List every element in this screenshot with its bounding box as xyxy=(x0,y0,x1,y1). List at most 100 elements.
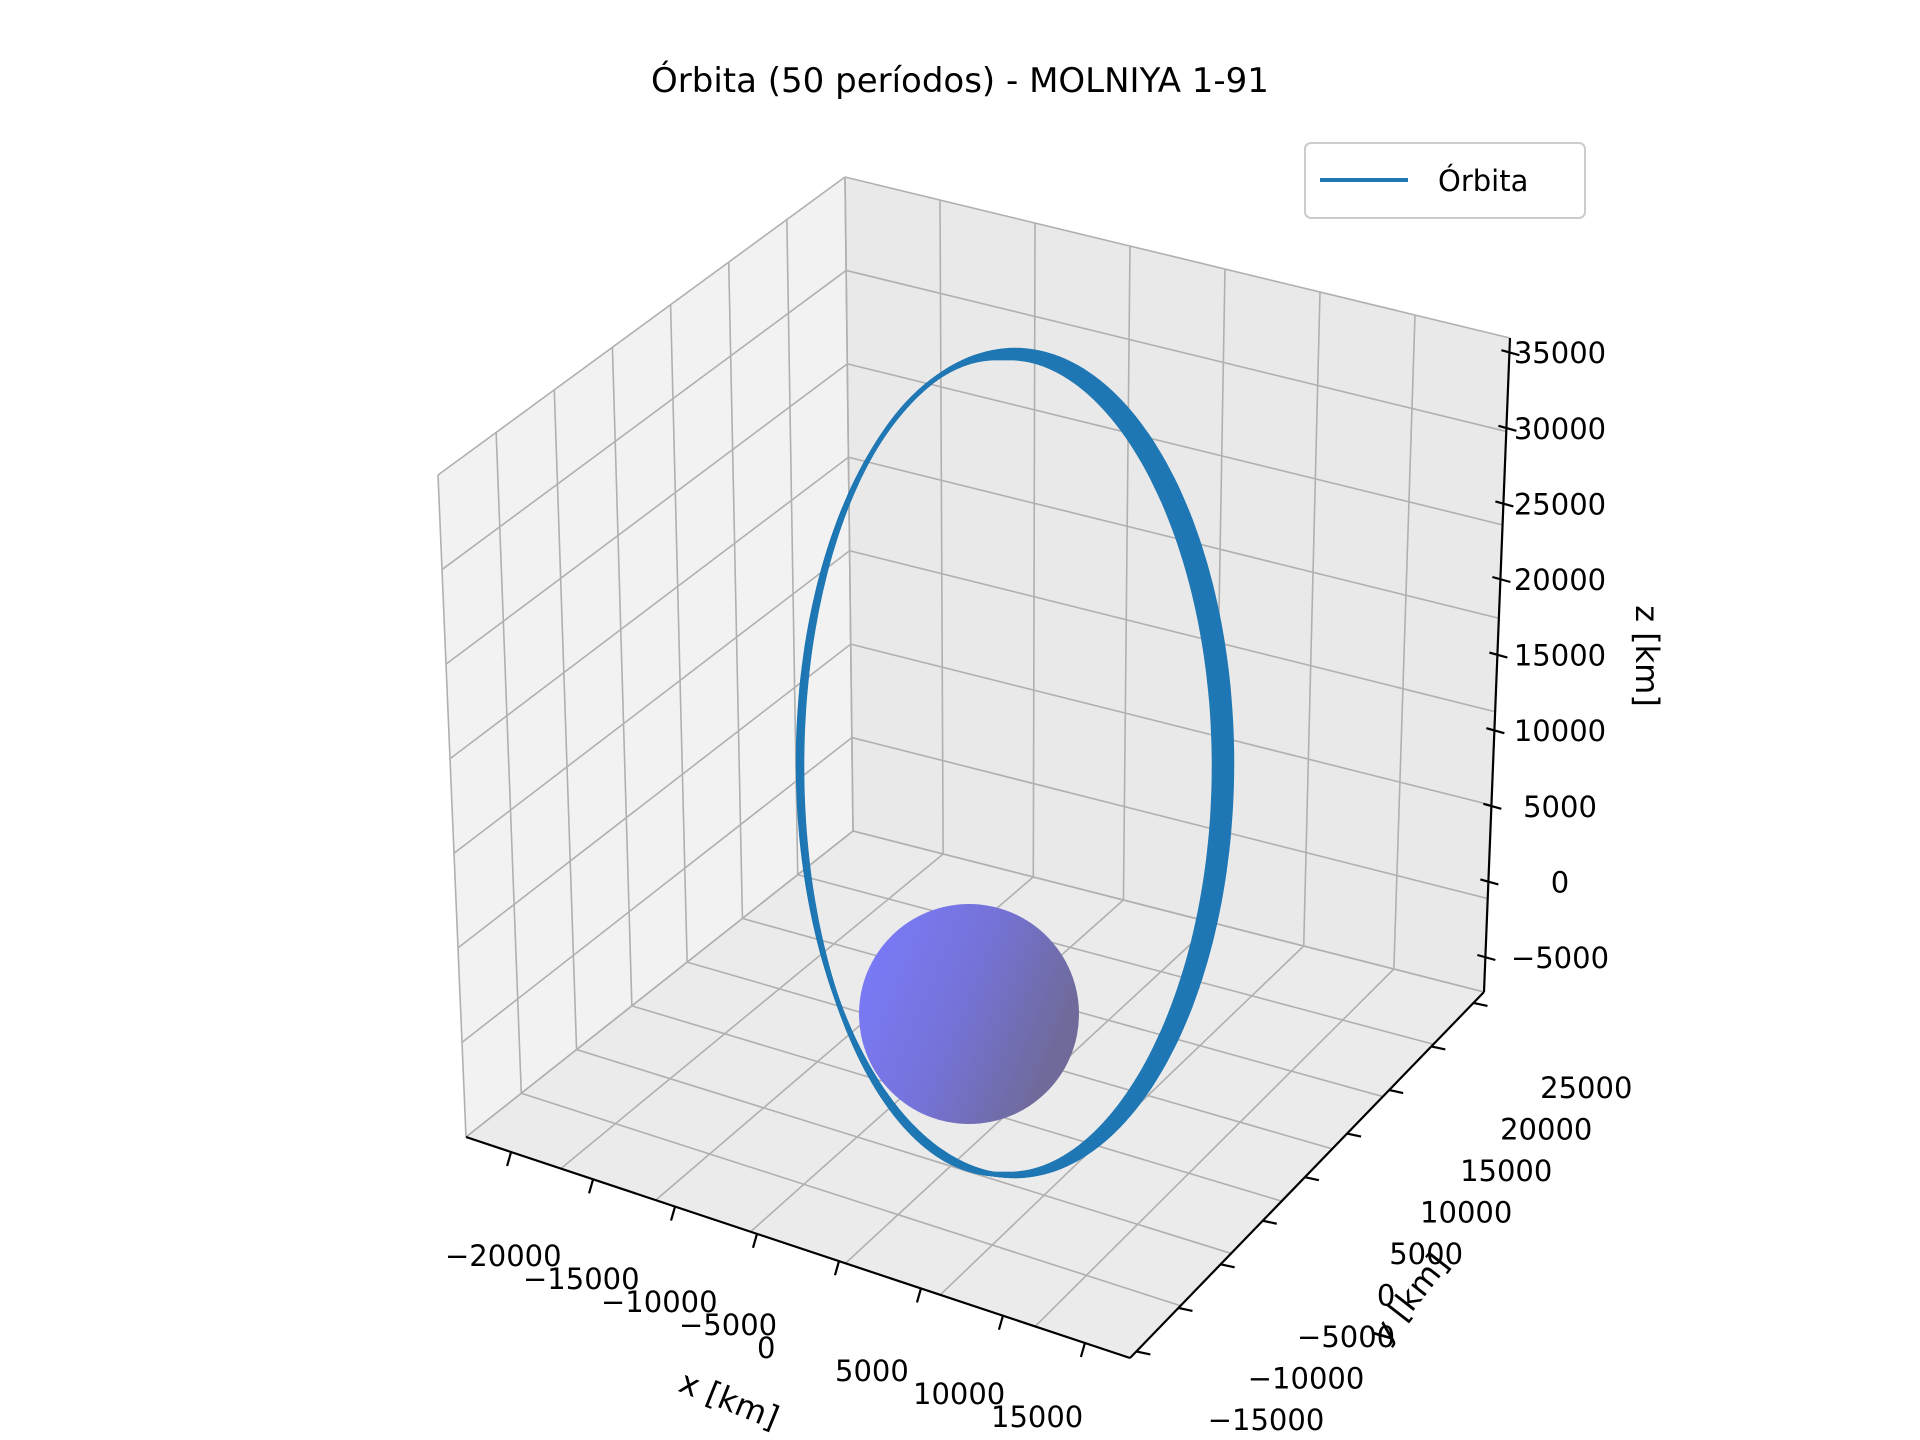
grid-line xyxy=(521,1092,1181,1307)
z-tick-label: 20000 xyxy=(1514,563,1606,597)
z-tick-mark xyxy=(1489,651,1508,659)
grid-line xyxy=(847,363,1503,526)
z-axis-line xyxy=(1482,337,1512,993)
z-tick-mark xyxy=(1486,727,1505,735)
grid-line xyxy=(553,389,578,1050)
grid-line xyxy=(797,873,1434,1046)
x-tick-mark xyxy=(588,1178,595,1194)
z-tick-label: 0 xyxy=(1551,865,1569,899)
y-tick-label: 20000 xyxy=(1500,1113,1592,1147)
x-tick-mark xyxy=(506,1151,513,1167)
grid-line xyxy=(576,1048,1232,1255)
grid-line xyxy=(939,199,944,855)
y-tick-label: −15000 xyxy=(1208,1403,1325,1437)
x-tick-label: 10000 xyxy=(913,1377,1005,1411)
y-tick-label: 10000 xyxy=(1420,1196,1512,1230)
x-tick-label: −5000 xyxy=(679,1308,777,1342)
x-tick-mark xyxy=(669,1206,677,1221)
z-tick-label: 5000 xyxy=(1523,790,1597,824)
grid-line xyxy=(850,643,1492,806)
x-tick-label: −20000 xyxy=(445,1239,562,1273)
grid-line xyxy=(449,456,849,760)
z-tick-mark xyxy=(1495,500,1514,508)
back-pane xyxy=(845,177,1510,992)
z-tick-label: 35000 xyxy=(1514,336,1606,370)
axis-lines xyxy=(465,337,1512,1360)
orbit-series xyxy=(795,347,1235,1179)
grid-line xyxy=(495,432,523,1094)
grid-line xyxy=(845,269,1507,433)
y-tick-label: 15000 xyxy=(1460,1154,1552,1188)
x-tick-mark xyxy=(751,1233,759,1249)
chart-title: Órbita (50 períodos) - MOLNIYA 1-91 xyxy=(651,60,1269,101)
y-tick-label: 25000 xyxy=(1540,1071,1632,1105)
grid-line xyxy=(1393,314,1416,970)
x-tick-label: 5000 xyxy=(835,1354,909,1388)
grid-line xyxy=(437,176,846,476)
axes-panes xyxy=(438,177,1510,1358)
grid-line xyxy=(852,830,1485,993)
grid-line xyxy=(437,474,467,1138)
z-tick-label: −5000 xyxy=(1511,941,1609,975)
x-tick-label: −15000 xyxy=(523,1262,640,1296)
grid-lines xyxy=(437,176,1511,1359)
grid-line xyxy=(727,262,744,919)
grid-line xyxy=(844,176,1511,339)
z-tick-label: 10000 xyxy=(1514,714,1606,748)
grid-line xyxy=(453,550,851,854)
x-tick-mark xyxy=(833,1260,841,1276)
x-tick-mark xyxy=(1079,1342,1086,1358)
orbit-line xyxy=(799,355,1217,1177)
grid-line xyxy=(560,853,944,1170)
y-tick-mark xyxy=(1262,1219,1277,1225)
y-tick-label: −5000 xyxy=(1297,1320,1395,1354)
z-tick-labels: −5000 0 5000 10000 15000 20000 25000 30000 35000 xyxy=(1477,336,1609,975)
grid-line xyxy=(1302,291,1321,947)
x-tick-mark xyxy=(997,1315,1004,1331)
x-tick-label: 0 xyxy=(757,1331,775,1365)
y-tick-mark xyxy=(1178,1306,1193,1312)
grid-line xyxy=(445,363,848,665)
earth-sphere xyxy=(859,904,1079,1124)
z-axis-label: z [km] xyxy=(1628,605,1666,707)
x-axis-line xyxy=(465,1135,1131,1360)
x-tick-label: −10000 xyxy=(601,1285,718,1319)
z-tick-label: 15000 xyxy=(1514,639,1606,673)
x-tick-mark xyxy=(915,1288,923,1303)
x-axis-label: x [km] xyxy=(674,1363,784,1437)
z-tick-mark xyxy=(1483,802,1502,810)
grid-line xyxy=(441,269,847,571)
y-tick-mark xyxy=(1220,1263,1235,1269)
y-tick-labels: −15000 −10000 −5000 0 5000 10000 15000 20000 250… xyxy=(1136,1001,1632,1437)
y-tick-mark xyxy=(1473,1001,1488,1007)
grid-line xyxy=(465,830,854,1138)
x-tick-label: 15000 xyxy=(991,1400,1083,1434)
left-pane xyxy=(438,177,853,1137)
grid-line xyxy=(611,347,633,1006)
z-tick-label: 25000 xyxy=(1514,487,1606,521)
y-tick-mark xyxy=(1346,1132,1362,1138)
legend-label-orbita: Órbita xyxy=(1438,164,1528,198)
z-tick-label: 30000 xyxy=(1514,412,1606,446)
z-tick-mark xyxy=(1480,878,1499,886)
grid-line xyxy=(1034,968,1395,1327)
y-tick-label: 5000 xyxy=(1389,1237,1463,1271)
y-tick-label: 0 xyxy=(1377,1279,1395,1313)
grid-line xyxy=(849,549,1496,713)
grid-line xyxy=(851,736,1488,900)
grid-line xyxy=(1032,222,1036,878)
legend: Órbita xyxy=(1304,142,1586,219)
y-tick-mark xyxy=(1136,1350,1151,1356)
grid-line xyxy=(1122,245,1131,901)
grid-line xyxy=(461,736,853,1044)
z-tick-mark xyxy=(1501,349,1520,357)
y-tick-mark xyxy=(1431,1045,1446,1051)
grid-line xyxy=(669,304,688,963)
y-axis-line xyxy=(1129,991,1485,1359)
grid-line xyxy=(848,456,1500,620)
y-tick-mark xyxy=(1304,1176,1320,1182)
grid-line xyxy=(457,643,852,949)
z-tick-mark xyxy=(1492,575,1511,584)
